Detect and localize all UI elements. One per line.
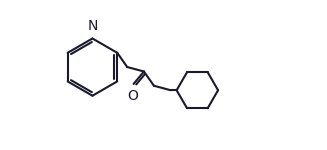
Text: N: N: [87, 19, 98, 33]
Text: O: O: [127, 89, 138, 103]
